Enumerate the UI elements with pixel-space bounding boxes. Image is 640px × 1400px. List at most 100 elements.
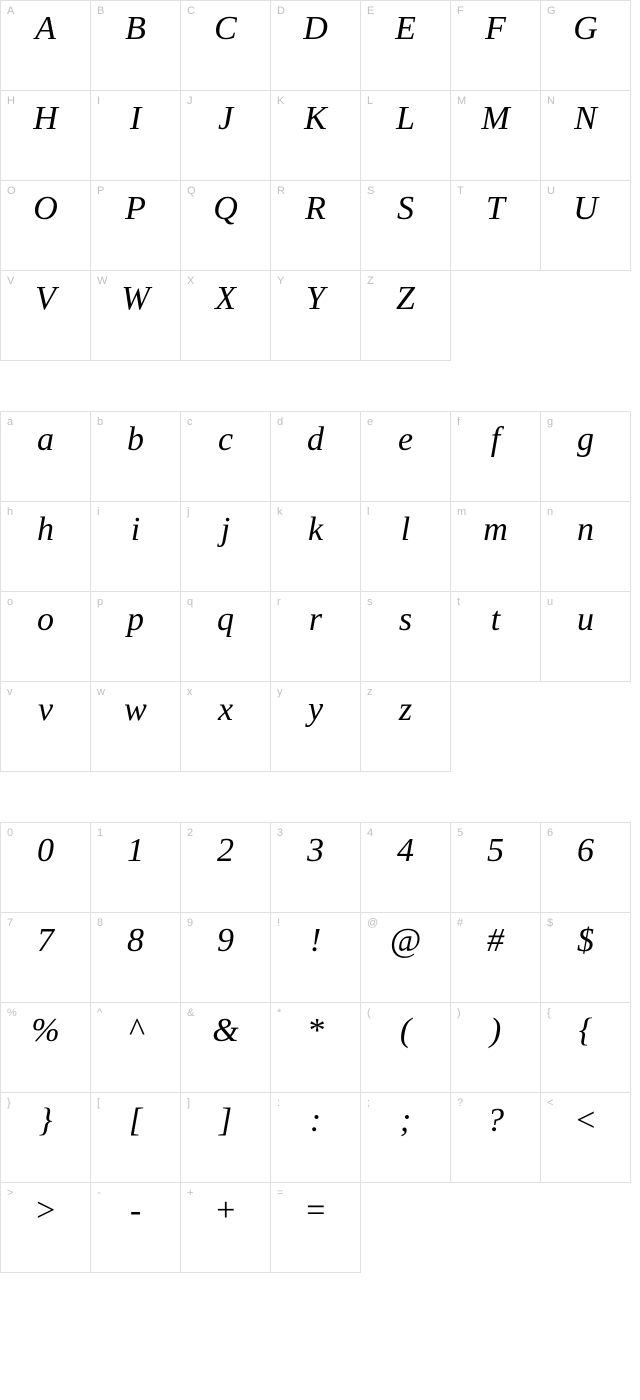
- glyph-cell[interactable]: ??: [451, 1093, 541, 1183]
- glyph-cell[interactable]: LL: [361, 91, 451, 181]
- glyph-cell-glyph: W: [91, 279, 180, 320]
- glyph-cell[interactable]: ++: [181, 1183, 271, 1273]
- glyph-cell[interactable]: 00: [1, 823, 91, 913]
- glyph-cell[interactable]: tt: [451, 592, 541, 682]
- glyph-cell[interactable]: vv: [1, 682, 91, 772]
- glyph-cell[interactable]: ll: [361, 502, 451, 592]
- glyph-cell[interactable]: FF: [451, 1, 541, 91]
- glyph-cell[interactable]: ]]: [181, 1093, 271, 1183]
- glyph-cell[interactable]: 22: [181, 823, 271, 913]
- glyph-cell-glyph: 1: [91, 831, 180, 872]
- glyph-cell-glyph: !: [271, 921, 360, 962]
- glyph-cell[interactable]: nn: [541, 502, 631, 592]
- glyph-cell[interactable]: DD: [271, 1, 361, 91]
- glyph-cell[interactable]: mm: [451, 502, 541, 592]
- glyph-cell[interactable]: <<: [541, 1093, 631, 1183]
- glyph-cell[interactable]: 44: [361, 823, 451, 913]
- glyph-cell-glyph: j: [181, 510, 270, 551]
- glyph-cell-glyph: e: [361, 420, 450, 461]
- glyph-cell-empty: [361, 1183, 451, 1273]
- glyph-cell-glyph: F: [451, 9, 540, 50]
- glyph-cell[interactable]: **: [271, 1003, 361, 1093]
- glyph-cell[interactable]: oo: [1, 592, 91, 682]
- glyph-cell[interactable]: XX: [181, 271, 271, 361]
- glyph-cell[interactable]: )): [451, 1003, 541, 1093]
- glyph-cell-glyph: i: [91, 510, 180, 551]
- glyph-cell[interactable]: ww: [91, 682, 181, 772]
- glyph-cell[interactable]: ff: [451, 412, 541, 502]
- glyph-cell[interactable]: bb: [91, 412, 181, 502]
- glyph-cell[interactable]: ;;: [361, 1093, 451, 1183]
- glyph-cell[interactable]: cc: [181, 412, 271, 502]
- glyph-cell[interactable]: WW: [91, 271, 181, 361]
- glyph-cell[interactable]: @@: [361, 913, 451, 1003]
- glyph-cell-glyph: f: [451, 420, 540, 461]
- glyph-cell[interactable]: 77: [1, 913, 91, 1003]
- glyph-cell[interactable]: [[: [91, 1093, 181, 1183]
- glyph-cell[interactable]: %%: [1, 1003, 91, 1093]
- glyph-cell[interactable]: $$: [541, 913, 631, 1003]
- glyph-cell-glyph: v: [1, 690, 90, 731]
- glyph-cell[interactable]: gg: [541, 412, 631, 502]
- glyph-cell[interactable]: 99: [181, 913, 271, 1003]
- glyph-cell[interactable]: kk: [271, 502, 361, 592]
- glyph-cell[interactable]: MM: [451, 91, 541, 181]
- glyph-cell[interactable]: yy: [271, 682, 361, 772]
- glyph-cell-empty: [541, 271, 631, 361]
- glyph-cell[interactable]: ##: [451, 913, 541, 1003]
- glyph-cell[interactable]: KK: [271, 91, 361, 181]
- glyph-cell[interactable]: PP: [91, 181, 181, 271]
- glyph-cell[interactable]: VV: [1, 271, 91, 361]
- glyph-cell[interactable]: SS: [361, 181, 451, 271]
- glyph-cell[interactable]: YY: [271, 271, 361, 361]
- glyph-cell[interactable]: 33: [271, 823, 361, 913]
- glyph-cell[interactable]: &&: [181, 1003, 271, 1093]
- glyph-cell[interactable]: ee: [361, 412, 451, 502]
- glyph-cell[interactable]: AA: [1, 1, 91, 91]
- glyph-cell[interactable]: JJ: [181, 91, 271, 181]
- glyph-cell[interactable]: ((: [361, 1003, 451, 1093]
- glyph-cell[interactable]: UU: [541, 181, 631, 271]
- glyph-cell[interactable]: ss: [361, 592, 451, 682]
- glyph-cell[interactable]: NN: [541, 91, 631, 181]
- glyph-cell[interactable]: GG: [541, 1, 631, 91]
- glyph-cell[interactable]: EE: [361, 1, 451, 91]
- glyph-cell[interactable]: OO: [1, 181, 91, 271]
- glyph-cell[interactable]: aa: [1, 412, 91, 502]
- glyph-cell[interactable]: {{: [541, 1003, 631, 1093]
- glyph-cell[interactable]: zz: [361, 682, 451, 772]
- glyph-cell[interactable]: 88: [91, 913, 181, 1003]
- glyph-cell[interactable]: ii: [91, 502, 181, 592]
- glyph-cell[interactable]: II: [91, 91, 181, 181]
- glyph-cell[interactable]: HH: [1, 91, 91, 181]
- glyph-cell[interactable]: QQ: [181, 181, 271, 271]
- glyph-cell[interactable]: xx: [181, 682, 271, 772]
- glyph-cell-glyph: g: [541, 420, 630, 461]
- glyph-cell[interactable]: !!: [271, 913, 361, 1003]
- glyph-cell-empty: [451, 1183, 541, 1273]
- glyph-cell[interactable]: dd: [271, 412, 361, 502]
- glyph-cell[interactable]: BB: [91, 1, 181, 91]
- glyph-cell-glyph: %: [1, 1011, 90, 1052]
- glyph-cell[interactable]: ::: [271, 1093, 361, 1183]
- glyph-cell[interactable]: hh: [1, 502, 91, 592]
- glyph-cell[interactable]: ZZ: [361, 271, 451, 361]
- glyph-cell[interactable]: rr: [271, 592, 361, 682]
- glyph-cell-glyph: L: [361, 99, 450, 140]
- glyph-cell[interactable]: 55: [451, 823, 541, 913]
- glyph-cell[interactable]: }}: [1, 1093, 91, 1183]
- glyph-cell[interactable]: >>: [1, 1183, 91, 1273]
- glyph-cell[interactable]: qq: [181, 592, 271, 682]
- glyph-cell[interactable]: ^^: [91, 1003, 181, 1093]
- glyph-cell[interactable]: pp: [91, 592, 181, 682]
- glyph-cell[interactable]: jj: [181, 502, 271, 592]
- glyph-cell[interactable]: ==: [271, 1183, 361, 1273]
- glyph-cell[interactable]: CC: [181, 1, 271, 91]
- glyph-cell[interactable]: 11: [91, 823, 181, 913]
- glyph-cell[interactable]: 66: [541, 823, 631, 913]
- glyph-cell[interactable]: uu: [541, 592, 631, 682]
- glyph-cell[interactable]: RR: [271, 181, 361, 271]
- glyph-cell[interactable]: TT: [451, 181, 541, 271]
- glyph-cell-glyph: N: [541, 99, 630, 140]
- glyph-cell[interactable]: --: [91, 1183, 181, 1273]
